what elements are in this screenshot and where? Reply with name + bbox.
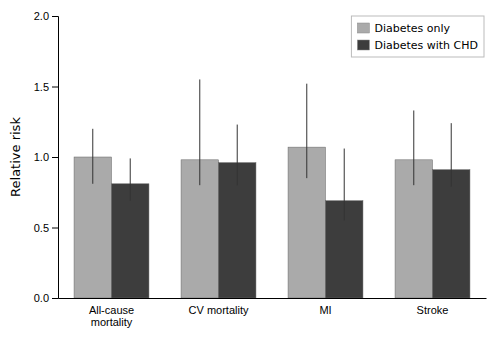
x-tick: All-causemortality bbox=[89, 304, 134, 329]
y-tick-mark bbox=[52, 157, 58, 158]
y-tick-mark bbox=[52, 87, 58, 88]
x-tick-label-line: All-cause bbox=[89, 304, 134, 316]
y-tick-label: 1.5 bbox=[34, 81, 49, 93]
y-tick-label: 2.0 bbox=[34, 10, 49, 22]
legend-item: Diabetes only bbox=[357, 22, 450, 35]
chart: 0.0 0.5 1.0 1.5 2.0 All-causemortality CV mort… bbox=[0, 0, 500, 344]
y-axis: 0.0 0.5 1.0 1.5 2.0 bbox=[34, 10, 59, 304]
marks bbox=[74, 79, 470, 298]
error-bar bbox=[413, 110, 414, 185]
error-bar bbox=[451, 123, 452, 186]
legend-item: Diabetes with CHD bbox=[357, 39, 478, 52]
y-tick-label: 0.5 bbox=[34, 222, 49, 234]
legend-swatch bbox=[357, 40, 369, 50]
series bbox=[112, 123, 470, 298]
y-tick-mark bbox=[52, 228, 58, 229]
x-tick: CV mortality bbox=[189, 304, 249, 316]
x-tick-label: CV mortality bbox=[189, 304, 249, 316]
y-tick-label: 1.0 bbox=[34, 151, 49, 163]
plot: 0.0 0.5 1.0 1.5 2.0 All-causemortality CV mort… bbox=[34, 10, 487, 328]
legend-label: Diabetes with CHD bbox=[374, 39, 478, 52]
x-tick-label: All-causemortality bbox=[89, 304, 134, 329]
error-bar bbox=[199, 79, 200, 185]
y-tick: 1.0 bbox=[34, 151, 58, 163]
error-bar bbox=[344, 149, 345, 221]
legend-label: Diabetes only bbox=[374, 22, 450, 35]
y-axis-title: Relative risk bbox=[8, 117, 23, 197]
bar bbox=[112, 184, 149, 298]
y-axis-line bbox=[52, 17, 59, 299]
legend: Diabetes only Diabetes with CHD bbox=[351, 16, 484, 57]
y-tick: 0.5 bbox=[34, 222, 58, 234]
x-tick: Stroke bbox=[417, 304, 449, 316]
y-tick: 2.0 bbox=[34, 10, 58, 22]
error-bar bbox=[92, 129, 93, 184]
x-tick-label-line: CV mortality bbox=[189, 304, 249, 316]
error-bar bbox=[306, 84, 307, 178]
legend-frame bbox=[351, 16, 484, 57]
error-bar bbox=[130, 158, 131, 200]
x-tick-label: MI bbox=[319, 304, 331, 316]
x-tick: MI bbox=[319, 304, 331, 316]
error-bar bbox=[237, 125, 238, 186]
y-tick-mark bbox=[52, 16, 58, 17]
legend-swatch bbox=[357, 23, 369, 33]
y-tick: 1.5 bbox=[34, 81, 58, 93]
x-tick-label-line: mortality bbox=[91, 316, 133, 328]
series bbox=[74, 79, 432, 298]
x-tick-label-line: Stroke bbox=[417, 304, 449, 316]
y-tick-mark bbox=[52, 298, 58, 299]
y-tick-label: 0.0 bbox=[34, 292, 49, 304]
bar bbox=[433, 170, 470, 298]
x-axis-line bbox=[59, 298, 487, 299]
y-tick: 0.0 bbox=[34, 292, 58, 304]
x-tick-label-line: MI bbox=[319, 304, 331, 316]
x-axis: All-causemortality CV mortality MI Stroke bbox=[59, 299, 487, 329]
x-tick-label: Stroke bbox=[417, 304, 449, 316]
